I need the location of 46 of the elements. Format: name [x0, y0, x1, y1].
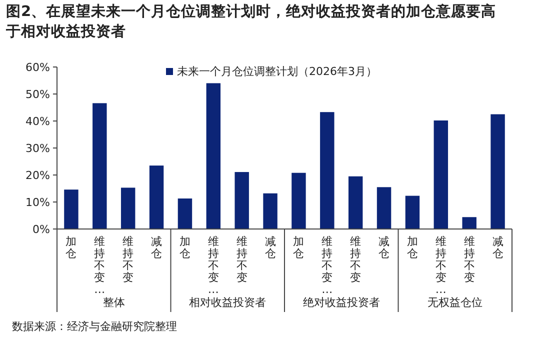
bar	[178, 198, 192, 229]
x-tick-label: 加仓	[66, 235, 77, 260]
bar	[405, 196, 420, 229]
y-tick-label: 40%	[26, 114, 50, 128]
x-tick-label: 加仓	[406, 235, 418, 260]
x-tick-label: 减仓	[151, 235, 162, 260]
x-tick-label: 减仓	[492, 235, 504, 260]
y-tick-label: 20%	[26, 168, 50, 182]
x-tick-label: 维持不变…	[435, 235, 446, 296]
bar	[490, 114, 505, 229]
x-tick-label: 维持不变…	[208, 235, 219, 296]
bar	[234, 172, 249, 229]
bar	[64, 190, 78, 229]
x-tick-label: 维持不变…	[322, 235, 333, 296]
x-tick-label: 加仓	[179, 235, 190, 260]
y-tick-label: 50%	[26, 88, 50, 101]
text: 无权益仓位	[428, 296, 483, 309]
bar	[263, 193, 278, 229]
bar	[206, 83, 221, 229]
chart-title: 图2、在展望未来一个月仓位调整计划时，绝对收益投资者的加仓意愿要高于相对收益投资者	[5, 2, 496, 40]
legend-label: 未来一个月仓位调整计划（2026年3月）	[177, 65, 377, 78]
bar	[348, 176, 363, 229]
bar	[462, 217, 476, 229]
bar	[376, 187, 392, 229]
bar	[320, 112, 334, 229]
bar	[434, 120, 448, 229]
x-tick-label: 减仓	[378, 235, 390, 260]
text: 绝对收益投资者	[302, 296, 380, 309]
x-tick-label: 维持不变…	[94, 235, 106, 296]
x-tick-label: 加仓	[293, 235, 304, 260]
x-tick-label: 减仓	[264, 235, 276, 260]
y-tick-label: 0%	[32, 222, 50, 236]
x-tick-label: 维持不变	[236, 235, 248, 284]
x-tick-label: 维持不变	[122, 235, 134, 284]
bar	[292, 172, 306, 229]
bar	[92, 103, 107, 229]
text: 整体	[102, 296, 125, 309]
source-note: 数据来源：经济与金融研究院整理	[12, 320, 177, 333]
y-tick-label: 60%	[26, 60, 50, 74]
x-tick-label: 维持不变	[350, 235, 362, 284]
text: 相对收益投资者	[189, 296, 266, 309]
bar	[120, 188, 136, 229]
bar	[149, 166, 164, 229]
y-tick-label: 10%	[26, 196, 50, 209]
y-tick-label: 30%	[26, 142, 50, 155]
x-tick-label: 维持不变	[464, 235, 475, 284]
